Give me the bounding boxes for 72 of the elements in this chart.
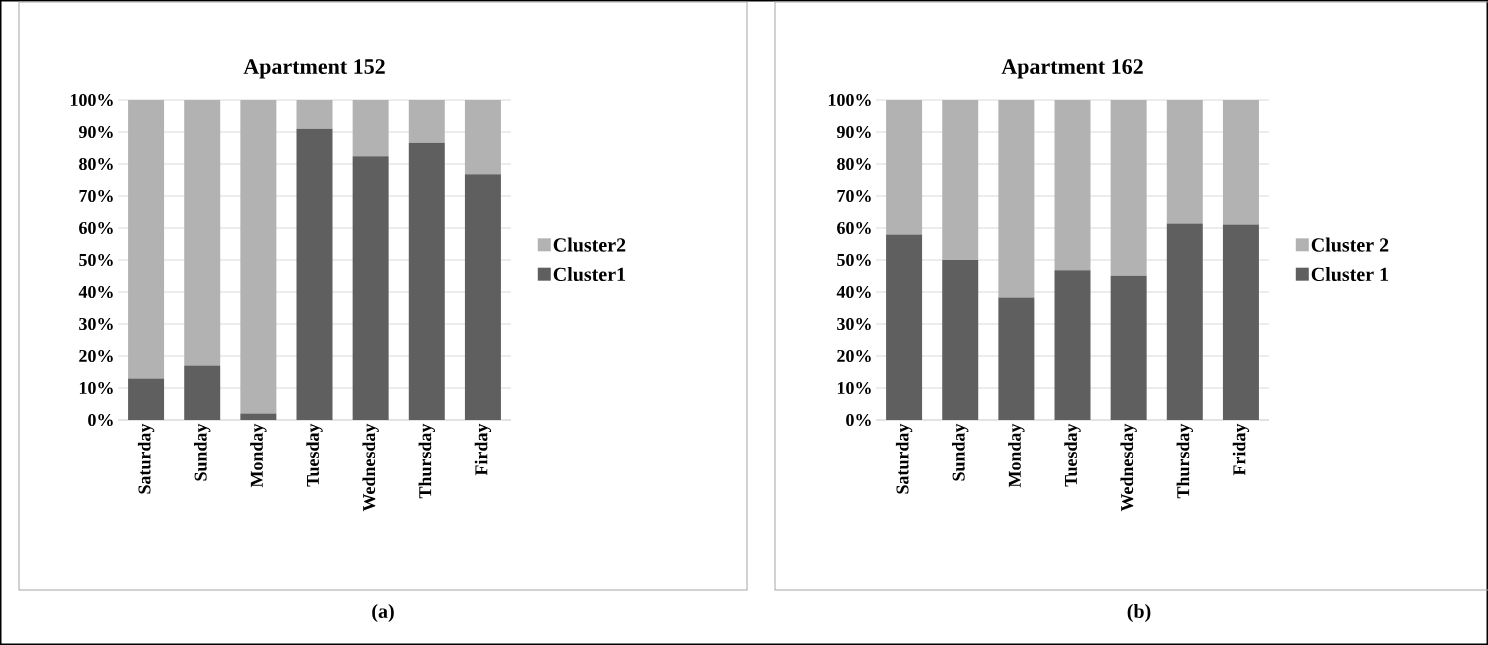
chart-title: Apartment 152 (243, 59, 385, 79)
x-tick-label: Monday (250, 423, 267, 488)
y-tick-label: 60% (837, 221, 871, 235)
x-tick-label: Wednesday (1120, 423, 1137, 512)
y-tick-label: 30% (837, 317, 871, 331)
y-tick-label: 0% (846, 413, 871, 427)
bar (352, 99, 389, 157)
y-tick-label: 50% (837, 253, 871, 267)
y-tick-label: 100% (828, 93, 871, 107)
bar (352, 156, 389, 420)
bar (1222, 99, 1259, 225)
bar (942, 99, 979, 260)
y-tick-label: 60% (79, 221, 113, 235)
x-tick-label: Saturday (895, 423, 913, 494)
bar (886, 99, 923, 235)
y-tick-label: 50% (79, 253, 113, 267)
x-tick-label: Sunday (952, 423, 969, 481)
bar (240, 413, 277, 420)
x-tick-label: Monday (1008, 423, 1025, 488)
x-tick-label: Tuesday (306, 423, 323, 487)
bar (408, 142, 445, 420)
x-tick-label: Thursday (418, 423, 435, 499)
text: (b) (1127, 603, 1151, 623)
bar (1110, 99, 1147, 276)
y-tick-label: 80% (837, 157, 871, 171)
bar (1222, 224, 1259, 420)
bar (240, 99, 277, 414)
bar (408, 99, 445, 143)
y-tick-label: 40% (78, 285, 113, 299)
bar (942, 259, 979, 420)
bar (886, 234, 923, 420)
y-tick-label: 70% (79, 189, 113, 203)
bar (464, 99, 501, 175)
legend-label: Cluster 1 (1311, 266, 1389, 282)
y-tick-label: 80% (79, 157, 113, 171)
bar (1166, 223, 1203, 420)
y-tick-label: 70% (837, 189, 871, 203)
y-tick-label: 10% (837, 381, 871, 395)
bar (296, 99, 333, 129)
y-tick-label: 90% (836, 125, 871, 139)
bar (184, 99, 221, 366)
legend-label: Cluster1 (553, 266, 626, 282)
x-tick-label: Wednesday (362, 423, 379, 512)
x-tick-label: Firday (474, 423, 492, 476)
bar (184, 365, 221, 420)
y-tick-label: 10% (79, 381, 113, 395)
bar (296, 128, 333, 420)
y-tick-label: 40% (836, 285, 871, 299)
legend-label: Cluster2 (553, 237, 626, 252)
x-tick-label: Tuesday (1064, 423, 1081, 487)
bar (464, 174, 501, 420)
y-tick-label: 100% (70, 93, 113, 107)
y-tick-label: 30% (79, 317, 113, 331)
y-tick-label: 20% (79, 349, 113, 363)
y-tick-label: 0% (88, 413, 113, 427)
bar (1054, 270, 1091, 420)
x-tick-label: Friday (1232, 423, 1250, 476)
bar (1166, 99, 1203, 224)
x-tick-label: Thursday (1176, 423, 1193, 499)
x-tick-label: Sunday (194, 423, 211, 481)
text: (a) (372, 603, 394, 623)
y-tick-label: 20% (837, 349, 871, 363)
y-tick-label: 90% (78, 125, 113, 139)
bar (998, 99, 1035, 298)
bar (128, 99, 165, 379)
bar (1054, 99, 1091, 271)
bar (998, 297, 1035, 420)
legend-label: Cluster 2 (1311, 237, 1389, 252)
chart-title: Apartment 162 (1001, 59, 1143, 79)
bar (1110, 275, 1147, 420)
x-tick-label: Saturday (137, 423, 155, 494)
bar (128, 378, 165, 420)
